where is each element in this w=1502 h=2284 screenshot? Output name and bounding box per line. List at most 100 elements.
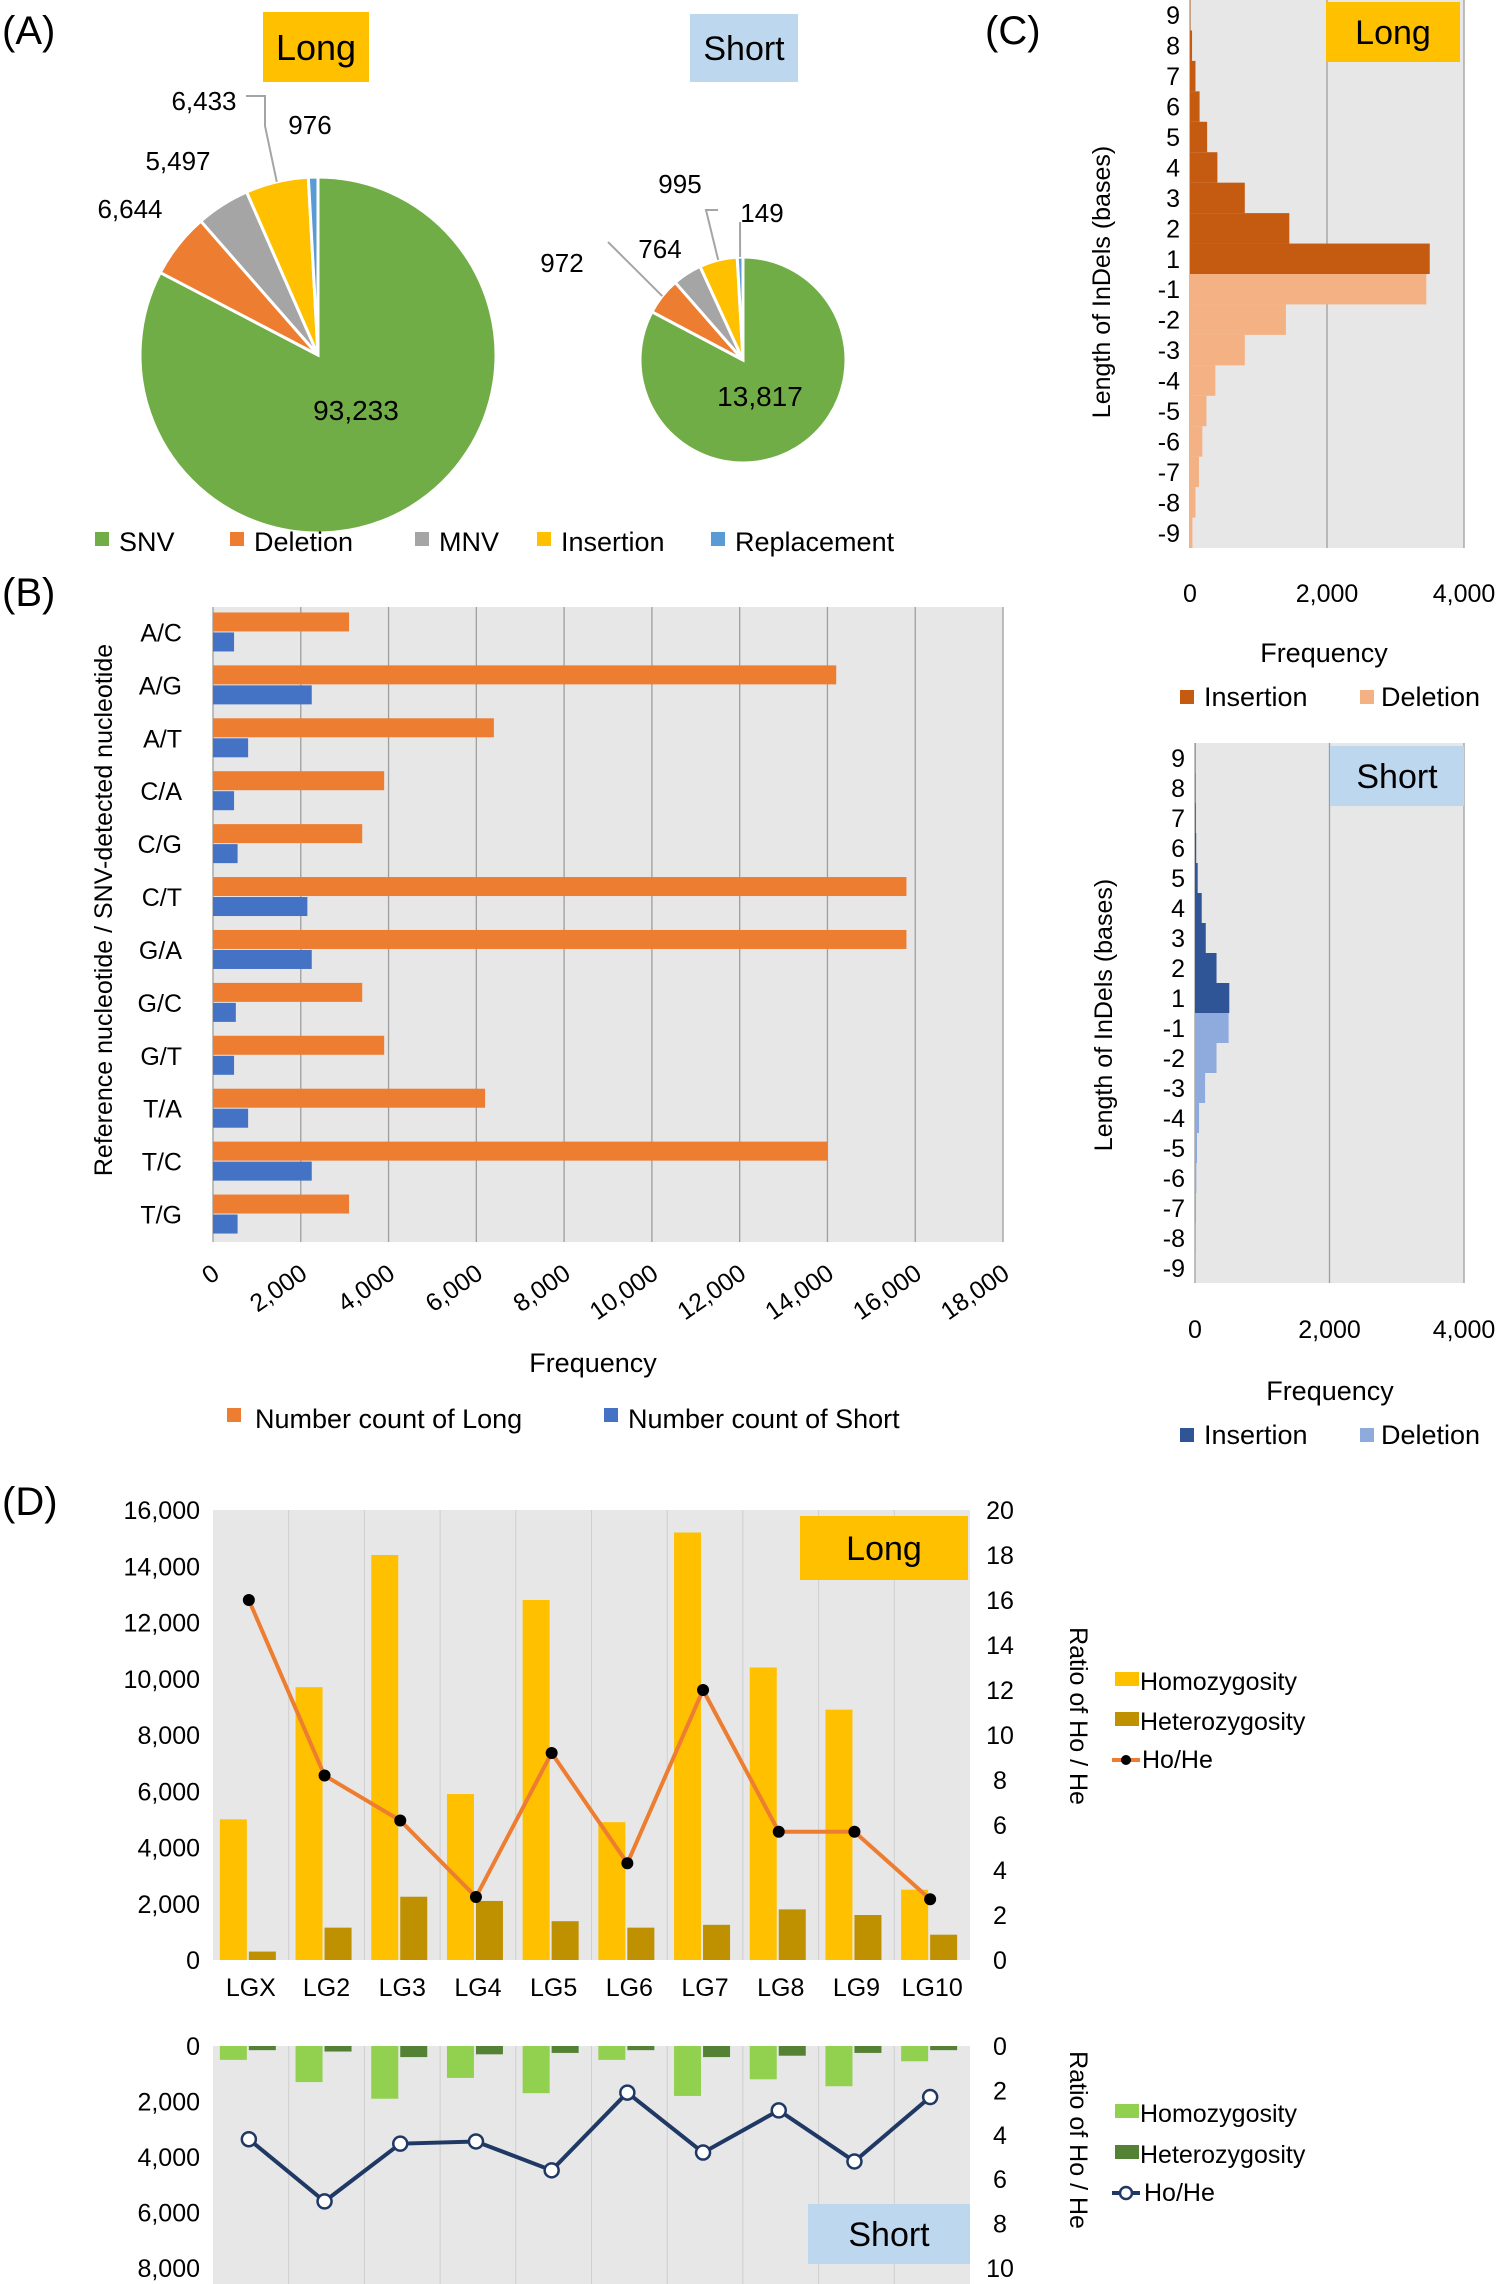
bar-insertion-4 [1190,152,1218,183]
bar-deletion--2 [1195,1043,1217,1073]
ratio-point-short [694,2144,712,2161]
indel-title-short: Short [1356,758,1438,796]
bar-hetero-long-LG4 [475,1900,503,1960]
x-tick-label-b: 2,000 [245,1259,312,1318]
bar-insertion-7 [1190,60,1196,92]
plot-area-b [213,607,1003,1242]
y2-tick-label-d-short: 0 [993,2033,1007,2061]
y-tick-label-b: T/G [140,1202,182,1230]
legend-label-homo-short: Homozygosity [1140,2100,1297,2128]
y-tick-label-d-long: 6,000 [137,1778,200,1806]
bar-homo-short-LG3 [371,2046,399,2099]
y2-tick-label-d-long: 12 [986,1677,1014,1705]
y2-tick-label-d-short: 2 [993,2077,1007,2105]
zygosity-short-title: Short [848,2216,930,2254]
x-tick-label-b: 18,000 [936,1259,1015,1326]
tag-long-d [800,1516,968,1580]
bar-insertion-6 [1195,833,1197,863]
ratio-point-long [924,1893,937,1906]
pie-value-replacement: 149 [740,198,783,228]
y-tick-label-d-long: 14,000 [124,1553,200,1581]
bar-short-G/T [213,1055,235,1075]
x-tick-label-b: 8,000 [508,1259,575,1318]
bar-deletion--8 [1190,487,1196,518]
legend-label-insertion: Insertion [1204,682,1308,712]
y-tick-label-c: 6 [1166,94,1180,122]
x-tick-label-d: LGX [226,1974,276,2002]
y-tick-label-c: 1 [1166,246,1180,274]
y-tick-label-c: -3 [1163,1075,1185,1103]
pie-legend: SNV Deletion MNV Insertion Replacement [95,527,895,557]
ratio-point-long [469,1891,482,1903]
bar-hetero-short-LG6 [627,2046,655,2051]
y2-tick-label-d-long: 16 [986,1587,1014,1615]
bar-hetero-long-LG9 [854,1915,882,1960]
y-tick-label-c: -1 [1163,1015,1185,1043]
legend-swatch-homo-short [1115,2104,1139,2118]
x-tick-label-b: 12,000 [672,1259,751,1326]
indel-long-plot: 0 2,000 4,000 9 87 654 32 1-1 -2-3 -4-5-6 -7-8 -9 Lo… [1158,0,1495,712]
y-tick-label-b: A/T [143,725,182,753]
ratio-point-short [770,2102,787,2119]
y-tick-label-b: C/G [138,831,182,859]
bar-short-T/G [213,1214,238,1234]
pie-value-snv: 93,233 [313,395,399,426]
bar-long-A/T [213,718,494,738]
legend-label-deletion: Deletion [1381,682,1480,712]
legend-swatch-deletion [230,532,244,546]
legend-label-replacement: Replacement [735,527,895,557]
ratio-line-short [247,2089,932,2204]
y2-tick-label-d-short: 10 [986,2255,1014,2283]
y2-tick-label-d-long: 10 [986,1722,1014,1750]
bar-insertion-5 [1190,121,1208,153]
pie-short: 13,817 972 764 995 149 [540,169,848,465]
bar-deletion--7 [1190,456,1199,488]
y-tick-label-d-long: 4,000 [137,1835,200,1863]
y-tick-label-c: 9 [1171,745,1185,773]
bar-long-T/G [213,1194,350,1214]
x-tick-label-c: 2,000 [1298,1316,1361,1344]
ratio-point-long [318,1769,331,1782]
bar-hetero-long-LG2 [324,1927,352,1960]
y-tick-label-c: -6 [1163,1165,1185,1193]
y-tick-label-c: 3 [1166,185,1180,213]
bar-homo-short-LG8 [749,2046,777,2080]
bar-long-T/C [213,1141,828,1161]
y2-tick-label-d-long: 6 [993,1812,1007,1840]
legend-swatch-mnv [415,532,429,546]
y-tick-label-b: C/A [140,778,182,806]
legend-marker-ratio-short [1118,2185,1134,2201]
bar-long-G/T [213,1035,385,1055]
y-tick-label-c: 5 [1171,865,1185,893]
y2-tick-label-d-long: 20 [986,1497,1014,1525]
y2-tick-label-d-long: 0 [993,1947,1007,1975]
pie-value-insertion: 6,433 [171,86,236,116]
legend-marker-ratio-long [1121,1755,1131,1765]
bar-deletion--5 [1190,395,1207,427]
bar-homo-short-LG4 [446,2046,474,2078]
ratio-point-long [848,1825,861,1838]
bar-homo-long-LG8 [749,1667,777,1960]
pie-short-title: Short [703,30,785,68]
ratio-point-short [543,2162,560,2179]
pie-value-mnv: 764 [638,234,681,264]
legend-label-ratio-short: Ho/He [1144,2179,1215,2207]
bar-insertion-1 [1190,243,1430,274]
y-tick-label-c: -8 [1158,489,1180,517]
bar-long-A/G [213,665,837,685]
pie-leader-line [246,95,278,183]
y-tick-label-b: A/G [139,672,182,700]
x-tick-label-d: LG9 [833,1974,880,2002]
bar-homo-long-LGX [219,1819,247,1960]
bar-insertion-3 [1190,182,1245,214]
bar-hetero-long-LG7 [703,1924,731,1960]
y-tick-label-d-short: 6,000 [137,2200,200,2228]
y-tick-label-c: 6 [1171,835,1185,863]
y2-tick-label-d-short: 4 [993,2122,1007,2150]
y-tick-label-c: 2 [1171,955,1185,983]
x-tick-label-b: 0 [197,1259,224,1290]
zygosity-short-plot: 0 2,000 4,000 6,000 8,000 0 2 4 6 8 10 Short Homozyg… [137,2033,1306,2284]
y2-tick-label-d-long: 14 [986,1632,1014,1660]
x-tick-label-d: LG4 [454,1974,501,2002]
